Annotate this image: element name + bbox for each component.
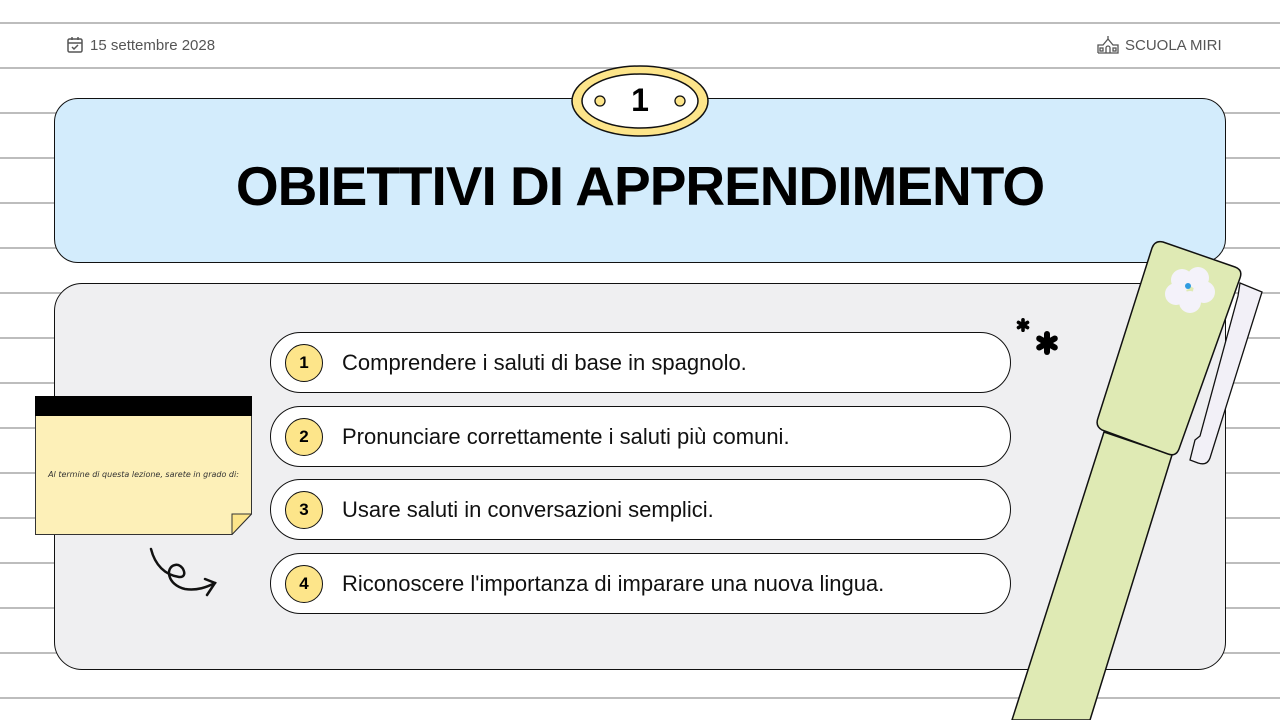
calendar-check-icon — [67, 37, 83, 53]
notebook-line — [0, 697, 1280, 699]
school-label: SCUOLA MIRI — [1097, 36, 1222, 54]
objective-text: Usare saluti in conversazioni semplici. — [342, 496, 714, 522]
objective-item: 3 Usare saluti in conversazioni semplici. — [270, 479, 1011, 540]
school-building-icon — [1097, 36, 1119, 54]
objective-number: 2 — [285, 417, 323, 456]
objective-text: Riconoscere l'importanza di imparare una… — [342, 570, 885, 596]
asterisk-decoration-icon — [1016, 318, 1058, 355]
objective-item: 1 Comprendere i saluti di base in spagnol… — [270, 332, 1011, 393]
objective-number: 1 — [285, 343, 323, 382]
sticky-note: Al termine di questa lezione, sarete in … — [35, 396, 252, 535]
objective-number: 4 — [285, 564, 323, 603]
slide-title: OBIETTIVI DI APPRENDIMENTO — [235, 154, 1045, 217]
slide-number-badge: 1 — [570, 64, 710, 138]
objective-number: 3 — [285, 490, 323, 529]
date-label: 15 settembre 2028 — [66, 36, 215, 54]
slide-number: 1 — [631, 82, 649, 118]
note-text: Al termine di questa lezione, sarete in … — [48, 470, 239, 479]
objective-item: 4 Riconoscere l'importanza di imparare un… — [270, 553, 1011, 614]
objective-text: Pronunciare correttamente i saluti più c… — [342, 423, 790, 449]
curly-arrow-icon — [149, 547, 217, 597]
objective-item: 2 Pronunciare correttamente i saluti più … — [270, 406, 1011, 467]
objective-text: Comprendere i saluti di base in spagnolo… — [342, 349, 747, 375]
notebook-line — [0, 22, 1280, 24]
